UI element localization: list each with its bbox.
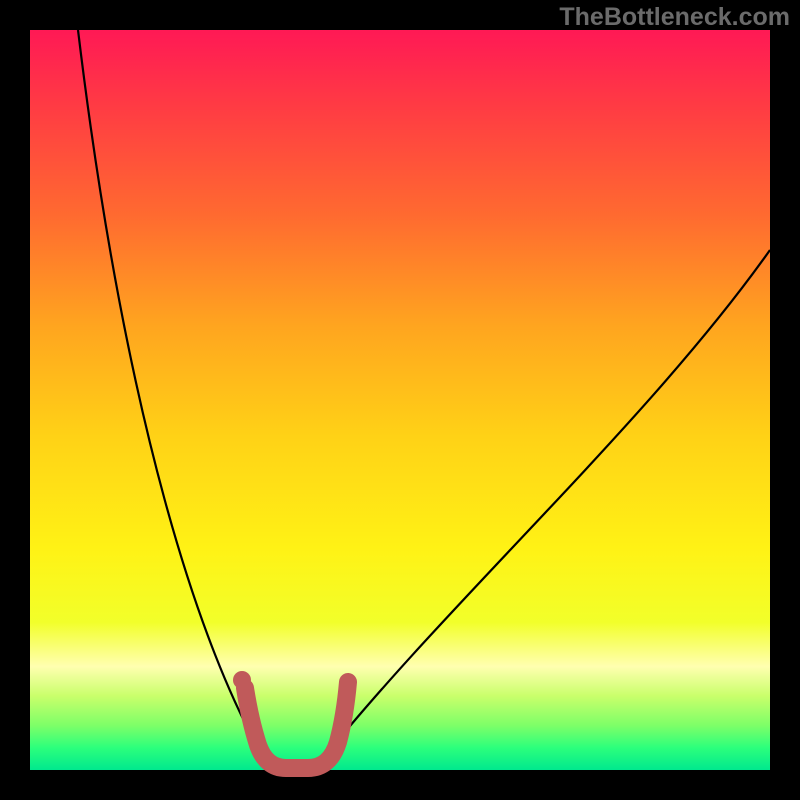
chart-svg	[0, 0, 800, 800]
canvas: TheBottleneck.com	[0, 0, 800, 800]
bottleneck-marker-dot	[233, 671, 251, 689]
watermark-text: TheBottleneck.com	[559, 3, 790, 32]
